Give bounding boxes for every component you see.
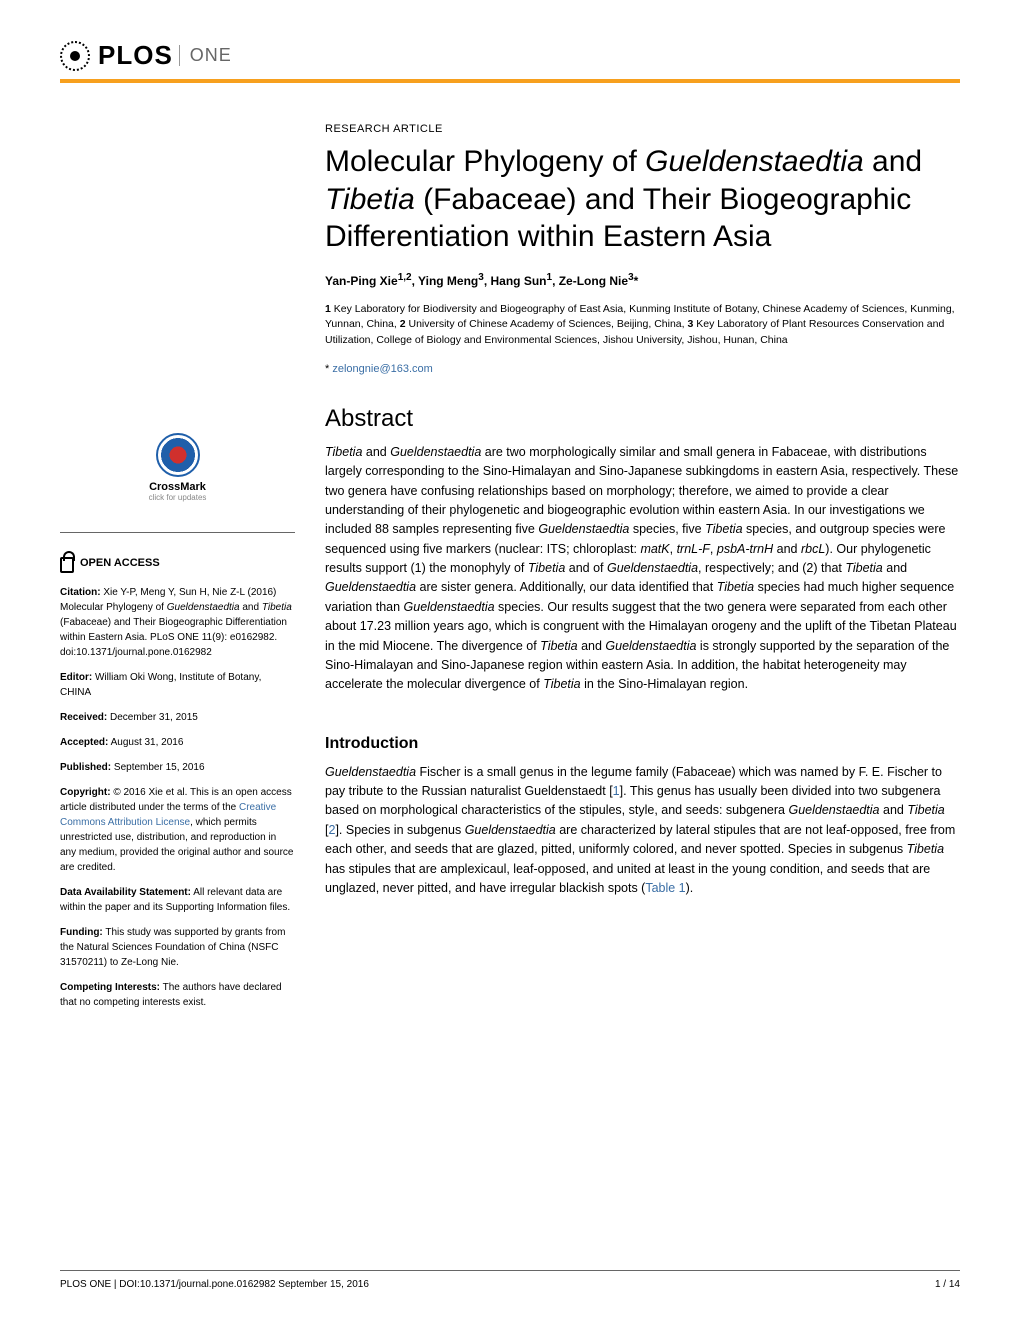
abstract-heading: Abstract bbox=[325, 405, 960, 433]
corresponding-author: * zelongnie@163.com bbox=[325, 363, 960, 375]
footer-left: PLOS ONE | DOI:10.1371/journal.pone.0162… bbox=[60, 1279, 369, 1290]
crossmark-icon bbox=[156, 433, 200, 477]
open-access-badge: OPEN ACCESS bbox=[60, 553, 295, 573]
abstract-text: Tibetia and Gueldenstaedtia are two morp… bbox=[325, 443, 960, 695]
published-label: Published: bbox=[60, 762, 111, 773]
affiliations: 1 Key Laboratory for Biodiversity and Bi… bbox=[325, 302, 960, 349]
sidebar: CrossMark click for updates OPEN ACCESS … bbox=[60, 123, 295, 1020]
copyright-text: © 2016 Xie et al. This is an open access… bbox=[60, 787, 293, 873]
data-availability-block: Data Availability Statement: All relevan… bbox=[60, 885, 295, 915]
citation-label: Citation: bbox=[60, 587, 101, 598]
sidebar-separator bbox=[60, 532, 295, 533]
open-lock-icon bbox=[60, 557, 74, 573]
journal-header: PLOS ONE bbox=[60, 40, 960, 71]
corresponding-email[interactable]: zelongnie@163.com bbox=[332, 363, 432, 375]
main-content: CrossMark click for updates OPEN ACCESS … bbox=[60, 123, 960, 1020]
open-access-label: OPEN ACCESS bbox=[80, 557, 160, 569]
citation-block: Citation: Xie Y-P, Meng Y, Sun H, Nie Z-… bbox=[60, 585, 295, 660]
introduction-heading: Introduction bbox=[325, 735, 960, 753]
page-footer: PLOS ONE | DOI:10.1371/journal.pone.0162… bbox=[60, 1270, 960, 1290]
received-label: Received: bbox=[60, 712, 107, 723]
article-title: Molecular Phylogeny of Gueldenstaedtia a… bbox=[325, 143, 960, 256]
plos-logo: PLOS ONE bbox=[60, 40, 232, 71]
logo-sub-text: ONE bbox=[179, 45, 232, 66]
crossmark-label: CrossMark bbox=[60, 481, 295, 493]
footer-right: 1 / 14 bbox=[935, 1279, 960, 1290]
copyright-block: Copyright: © 2016 Xie et al. This is an … bbox=[60, 785, 295, 875]
accepted-label: Accepted: bbox=[60, 737, 108, 748]
crossmark-sublabel: click for updates bbox=[60, 493, 295, 502]
published-text: September 15, 2016 bbox=[111, 762, 204, 773]
introduction-text: Gueldenstaedtia Fischer is a small genus… bbox=[325, 763, 960, 899]
competing-block: Competing Interests: The authors have de… bbox=[60, 980, 295, 1010]
received-block: Received: December 31, 2015 bbox=[60, 710, 295, 725]
article-body: RESEARCH ARTICLE Molecular Phylogeny of … bbox=[325, 123, 960, 1020]
funding-block: Funding: This study was supported by gra… bbox=[60, 925, 295, 970]
article-type: RESEARCH ARTICLE bbox=[325, 123, 960, 135]
header-divider bbox=[60, 79, 960, 83]
published-block: Published: September 15, 2016 bbox=[60, 760, 295, 775]
funding-label: Funding: bbox=[60, 927, 103, 938]
plos-icon bbox=[60, 41, 90, 71]
authors: Yan-Ping Xie1,2, Ying Meng3, Hang Sun1, … bbox=[325, 272, 960, 288]
accepted-text: August 31, 2016 bbox=[108, 737, 183, 748]
editor-block: Editor: William Oki Wong, Institute of B… bbox=[60, 670, 295, 700]
copyright-label: Copyright: bbox=[60, 787, 111, 798]
logo-main-text: PLOS bbox=[98, 40, 173, 71]
data-label: Data Availability Statement: bbox=[60, 887, 191, 898]
editor-label: Editor: bbox=[60, 672, 92, 683]
accepted-block: Accepted: August 31, 2016 bbox=[60, 735, 295, 750]
competing-label: Competing Interests: bbox=[60, 982, 160, 993]
received-text: December 31, 2015 bbox=[107, 712, 198, 723]
crossmark-widget[interactable]: CrossMark click for updates bbox=[60, 433, 295, 502]
